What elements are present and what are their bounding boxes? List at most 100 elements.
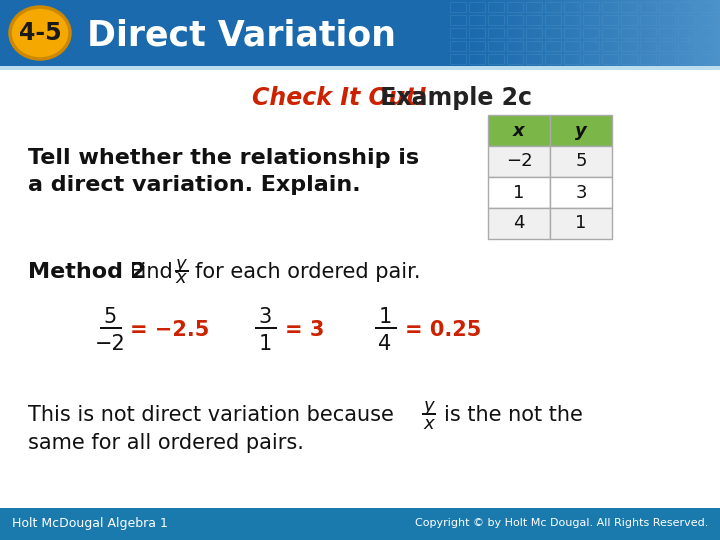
Bar: [698, 0, 699, 66]
Bar: [660, 0, 661, 66]
Text: 1: 1: [575, 214, 587, 233]
Bar: [588, 0, 589, 66]
Bar: [634, 0, 635, 66]
Bar: [555, 0, 556, 66]
Bar: [709, 0, 710, 66]
Bar: [546, 0, 547, 66]
Bar: [571, 0, 572, 66]
Bar: [606, 0, 607, 66]
Bar: [556, 0, 557, 66]
Bar: [657, 0, 658, 66]
Bar: [621, 0, 622, 66]
Bar: [675, 0, 676, 66]
Bar: [671, 0, 672, 66]
Bar: [614, 0, 615, 66]
Bar: [684, 0, 685, 66]
Bar: [494, 0, 495, 66]
Bar: [565, 0, 566, 66]
Bar: [695, 0, 696, 66]
Bar: [598, 0, 599, 66]
Bar: [640, 0, 641, 66]
Bar: [0, 508, 720, 540]
Bar: [662, 0, 663, 66]
Bar: [486, 0, 487, 66]
Bar: [550, 115, 612, 146]
Bar: [644, 0, 645, 66]
Bar: [375, 327, 397, 329]
Text: Copyright © by Holt Mc Dougal. All Rights Reserved.: Copyright © by Holt Mc Dougal. All Right…: [415, 518, 708, 528]
Bar: [560, 0, 561, 66]
Bar: [682, 0, 683, 66]
Bar: [542, 0, 543, 66]
Bar: [485, 0, 486, 66]
Text: is the not the: is the not the: [444, 405, 583, 425]
Bar: [704, 0, 705, 66]
Bar: [498, 0, 499, 66]
Bar: [472, 0, 473, 66]
Bar: [595, 0, 596, 66]
Bar: [504, 0, 505, 66]
Bar: [645, 0, 646, 66]
Bar: [585, 0, 586, 66]
Bar: [628, 0, 629, 66]
Bar: [562, 0, 563, 66]
Bar: [624, 0, 625, 66]
Bar: [577, 0, 578, 66]
Bar: [620, 0, 621, 66]
Bar: [596, 0, 597, 66]
Bar: [567, 0, 568, 66]
Bar: [534, 0, 535, 66]
Bar: [625, 0, 626, 66]
Bar: [701, 0, 702, 66]
Bar: [700, 0, 701, 66]
Bar: [569, 0, 570, 66]
Bar: [583, 0, 584, 66]
Bar: [483, 0, 484, 66]
Bar: [491, 0, 492, 66]
Bar: [642, 0, 643, 66]
Bar: [677, 0, 678, 66]
Bar: [655, 0, 656, 66]
Bar: [647, 0, 648, 66]
Bar: [587, 0, 588, 66]
Bar: [665, 0, 666, 66]
Bar: [579, 0, 580, 66]
Bar: [659, 0, 660, 66]
Bar: [564, 0, 565, 66]
Bar: [592, 0, 593, 66]
Bar: [422, 413, 436, 415]
Text: Direct Variation: Direct Variation: [87, 18, 396, 52]
Bar: [658, 0, 659, 66]
Bar: [543, 0, 544, 66]
Bar: [668, 0, 669, 66]
Bar: [714, 0, 715, 66]
Bar: [680, 0, 681, 66]
Bar: [511, 0, 512, 66]
Bar: [578, 0, 579, 66]
Bar: [502, 0, 503, 66]
Bar: [667, 0, 668, 66]
Text: −2: −2: [94, 334, 125, 354]
Bar: [674, 0, 675, 66]
Bar: [618, 0, 619, 66]
Bar: [522, 0, 523, 66]
Bar: [537, 0, 538, 66]
Bar: [612, 0, 613, 66]
Text: a direct variation. Explain.: a direct variation. Explain.: [28, 175, 361, 195]
Bar: [711, 0, 712, 66]
Bar: [591, 0, 592, 66]
Bar: [719, 0, 720, 66]
Bar: [681, 0, 682, 66]
Bar: [479, 0, 480, 66]
Bar: [586, 0, 587, 66]
Bar: [558, 0, 559, 66]
Bar: [550, 208, 612, 239]
Bar: [532, 0, 533, 66]
Bar: [544, 0, 545, 66]
Bar: [702, 0, 703, 66]
Text: for each ordered pair.: for each ordered pair.: [195, 262, 420, 282]
Text: Tell whether the relationship is: Tell whether the relationship is: [28, 148, 419, 168]
Bar: [670, 0, 671, 66]
Bar: [615, 0, 616, 66]
Bar: [517, 0, 518, 66]
